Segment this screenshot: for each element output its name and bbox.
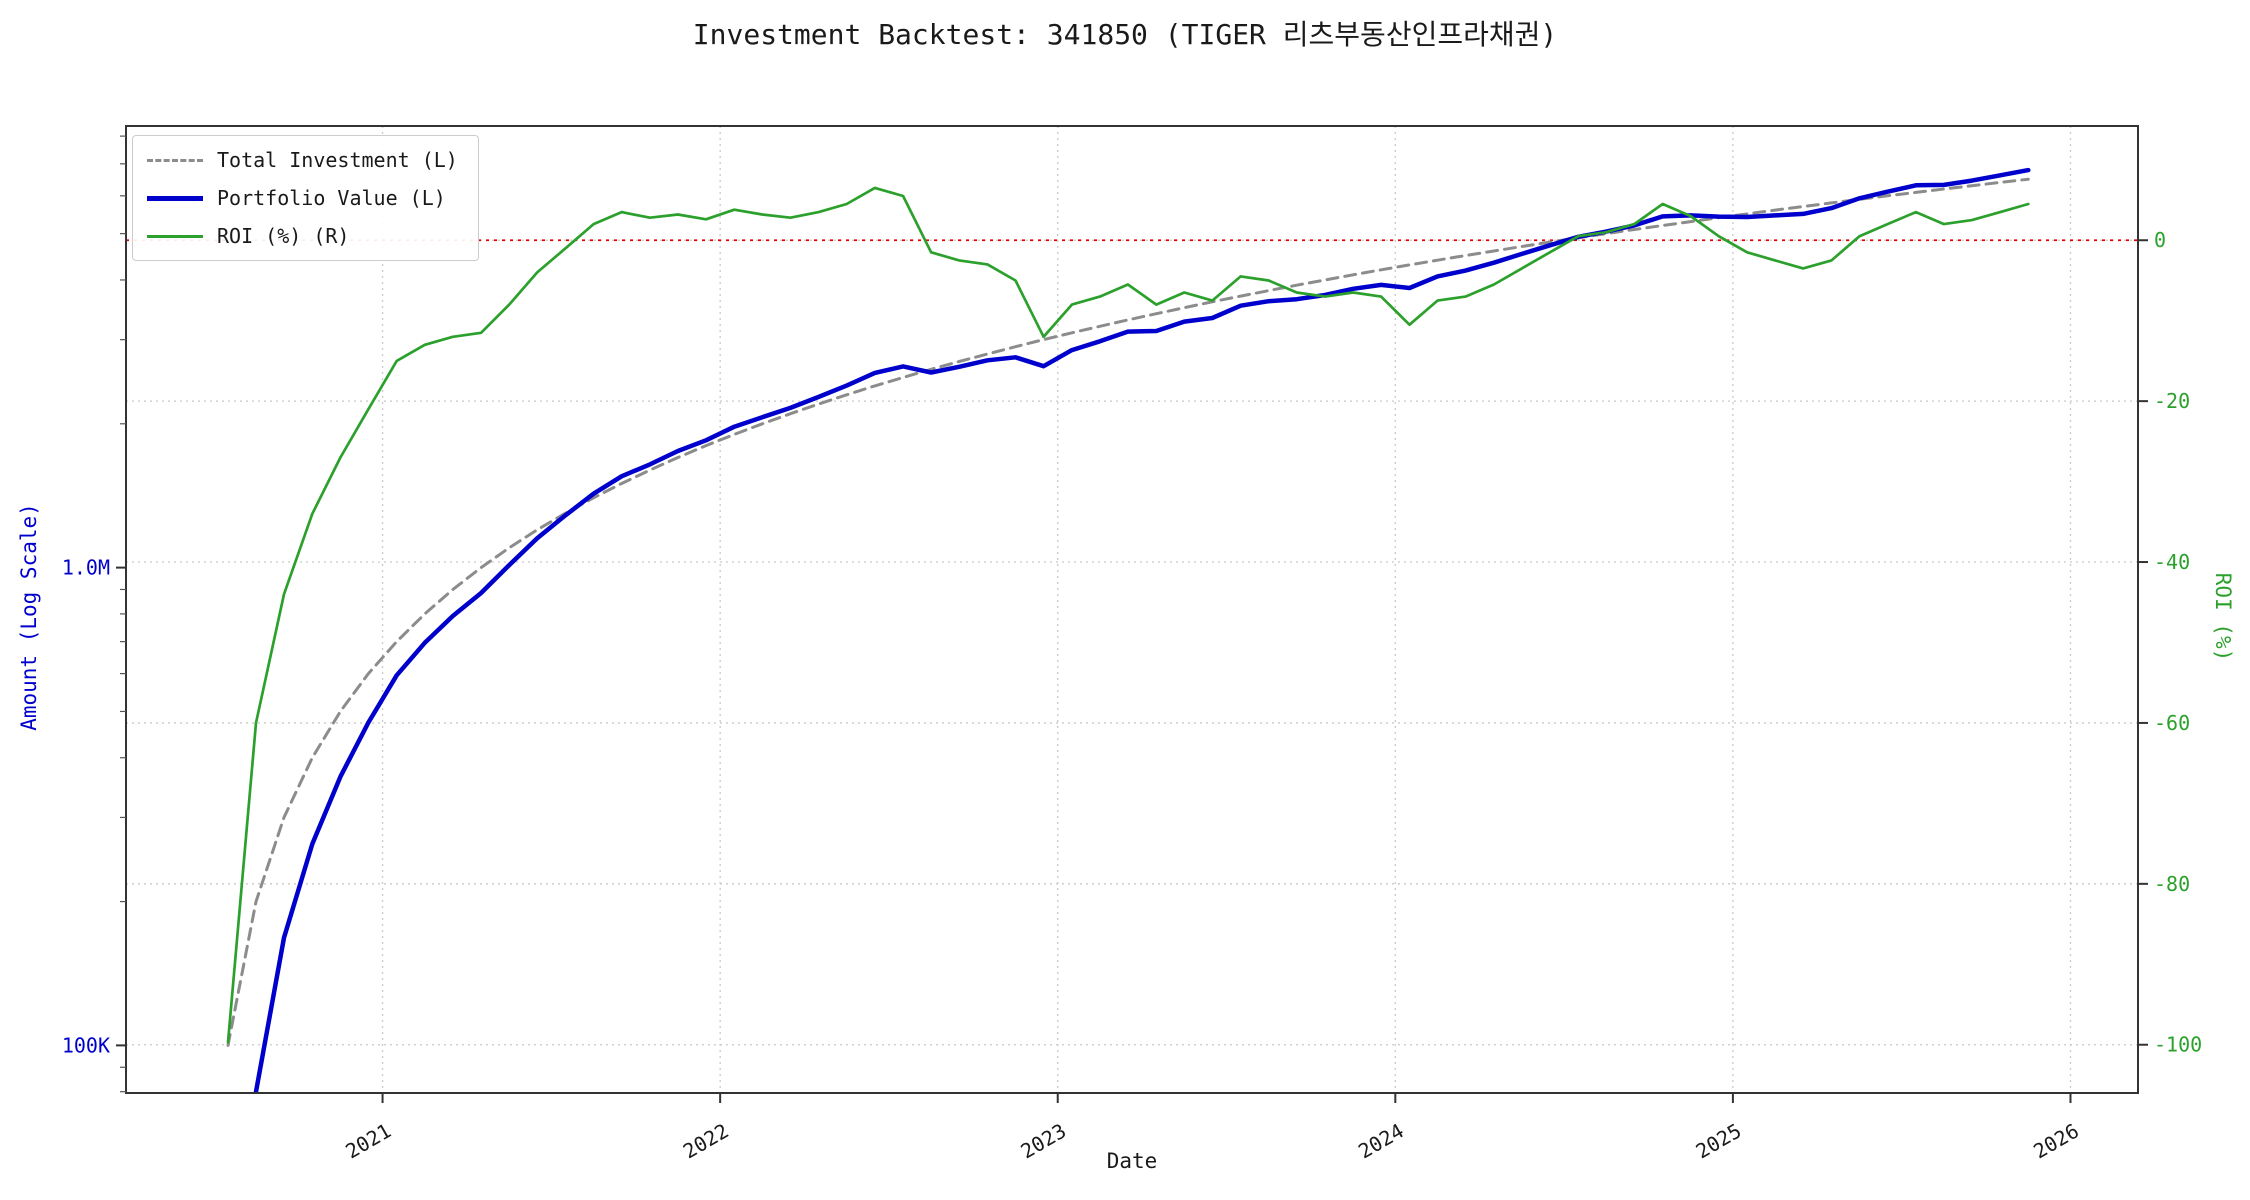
right-tick-label: 0 bbox=[2154, 228, 2166, 252]
series-line-roi bbox=[226, 186, 2030, 1044]
x-tick-label: 2024 bbox=[1354, 1119, 1408, 1164]
legend-label: Portfolio Value (L) bbox=[217, 186, 446, 210]
grid-layer bbox=[126, 126, 2138, 1093]
chart-title: Investment Backtest: 341850 (TIGER 리츠부동산… bbox=[693, 18, 1557, 51]
axis-layer: 2021 2022 2023 2024 2025 2026 1.0M 100K 0 -20 -40 -… bbox=[62, 125, 2202, 1164]
left-tick-label: 100K bbox=[62, 1033, 110, 1057]
x-tick-label: 2021 bbox=[341, 1119, 395, 1164]
x-axis-label: Date bbox=[1107, 1149, 1158, 1173]
right-tick-label: -20 bbox=[2154, 389, 2190, 413]
legend-item-portfolio-value: Portfolio Value (L) bbox=[147, 186, 458, 210]
series-layer bbox=[226, 167, 2031, 1093]
legend-item-roi: ROI (%) (R) bbox=[147, 224, 458, 248]
left-axis-label: Amount (Log Scale) bbox=[17, 503, 41, 731]
x-tick-label: 2023 bbox=[1017, 1119, 1071, 1164]
solid-green-line-swatch bbox=[147, 234, 203, 238]
right-axis-label: ROI (%) bbox=[2211, 573, 2235, 662]
legend-label: ROI (%) (R) bbox=[217, 224, 350, 248]
series-line-portfolio-value bbox=[253, 167, 2031, 1093]
x-tick-label: 2026 bbox=[2029, 1119, 2083, 1164]
legend-label: Total Investment (L) bbox=[217, 148, 458, 172]
right-tick-label: -100 bbox=[2154, 1033, 2202, 1057]
left-tick-label: 1.0M bbox=[62, 556, 110, 580]
series-line-total-investment bbox=[226, 177, 2030, 1047]
solid-blue-line-swatch bbox=[147, 195, 203, 201]
chart-legend: Total Investment (L) Portfolio Value (L)… bbox=[132, 135, 479, 261]
x-tick-label: 2022 bbox=[679, 1119, 733, 1164]
dashed-line-swatch bbox=[147, 158, 203, 162]
right-tick-label: -60 bbox=[2154, 711, 2190, 735]
legend-item-total-investment: Total Investment (L) bbox=[147, 148, 458, 172]
right-tick-label: -40 bbox=[2154, 550, 2190, 574]
right-tick-label: -80 bbox=[2154, 872, 2190, 896]
plot-border bbox=[125, 125, 2139, 1094]
x-tick-label: 2025 bbox=[1692, 1119, 1746, 1164]
